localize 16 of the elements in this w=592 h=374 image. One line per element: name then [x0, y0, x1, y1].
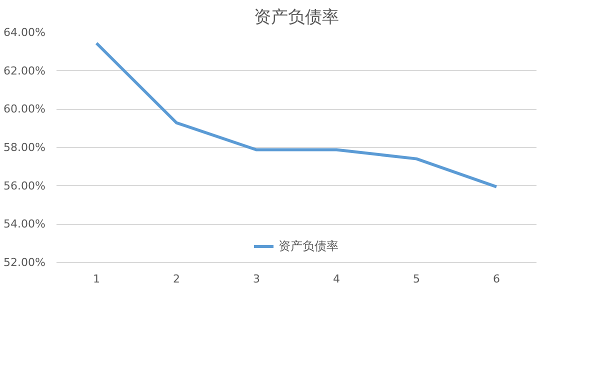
line-series: [95, 42, 498, 188]
y-tick-label: 62.00%: [4, 64, 46, 78]
x-tick-label: 6: [493, 272, 500, 286]
y-tick-label: 64.00%: [4, 26, 46, 39]
x-tick-label: 1: [93, 272, 100, 286]
y-tick-label: 54.00%: [4, 218, 46, 231]
y-tick-label: 56.00%: [4, 179, 46, 192]
x-tick-label: 3: [253, 272, 260, 286]
x-tick-label: 4: [333, 272, 340, 286]
chart-title: 资产负债率: [254, 8, 339, 28]
y-tick-label: 58.00%: [4, 141, 46, 154]
y-tick-label: 60.00%: [4, 102, 46, 116]
x-tick-label: 5: [413, 272, 420, 286]
y-tick-label: 52.00%: [4, 256, 46, 269]
x-tick-label: 2: [173, 272, 180, 286]
legend-label: 资产负债率: [278, 238, 338, 254]
